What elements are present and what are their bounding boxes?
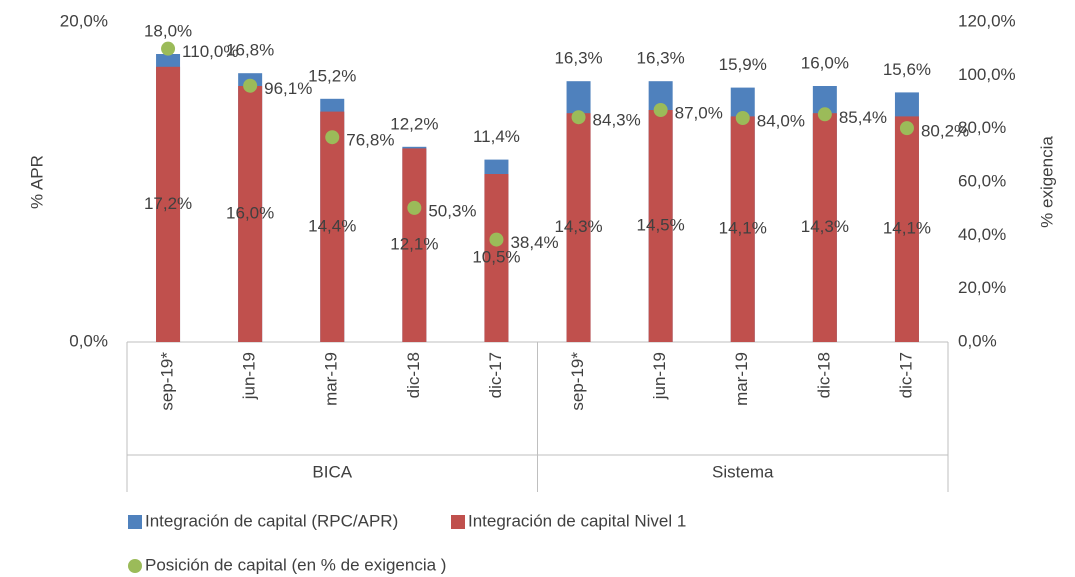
y2-tick-label: 80,0%: [958, 118, 1006, 137]
point: [899, 121, 914, 136]
x-tick-label: dic-18: [404, 352, 423, 398]
data-label: 110,0%: [182, 42, 238, 61]
bar: [156, 66, 181, 343]
data-label: 16,3%: [637, 49, 685, 68]
bar: [894, 116, 919, 343]
bar: [402, 148, 427, 342]
data-label: 38,4%: [510, 233, 558, 252]
data-label: 14,1%: [883, 219, 931, 238]
legend-marker: [128, 559, 142, 573]
x-tick-label: dic-17: [896, 352, 915, 398]
y-axis-title: % APR: [27, 155, 46, 209]
data-label: 76,8%: [346, 131, 394, 150]
point: [735, 111, 750, 125]
legend-label: Integración de capital (RPC/APR): [145, 511, 398, 530]
point: [243, 78, 258, 93]
data-label: 15,2%: [308, 66, 356, 85]
data-label: 10,5%: [472, 247, 520, 266]
data-label: 50,3%: [428, 201, 476, 220]
data-label: 16,0%: [226, 203, 274, 222]
data-label: 14,1%: [719, 219, 767, 238]
data-label: 85,4%: [839, 108, 887, 127]
data-label: 15,9%: [719, 55, 767, 74]
data-label: 84,0%: [757, 111, 805, 130]
point: [325, 130, 340, 145]
data-label: 16,0%: [801, 53, 849, 72]
data-label: 12,2%: [390, 114, 438, 133]
y2-tick-label: 120,0%: [958, 11, 1016, 30]
bar: [730, 116, 755, 343]
data-label: 18,0%: [144, 21, 192, 40]
point: [407, 200, 422, 215]
data-label: 14,3%: [801, 217, 849, 236]
x-tick-label: jun-19: [650, 352, 669, 400]
legend-marker: [128, 515, 142, 529]
bar: [484, 174, 509, 342]
data-label: 14,4%: [308, 216, 356, 235]
legend-label: Integración de capital Nivel 1: [468, 511, 686, 530]
data-label: 14,5%: [637, 215, 685, 234]
y-tick-label: 0,0%: [69, 331, 108, 350]
data-label: 96,1%: [264, 79, 312, 98]
bar: [812, 113, 837, 342]
group-label: BICA: [312, 462, 352, 481]
y2-tick-label: 60,0%: [958, 171, 1006, 190]
data-label: 84,3%: [593, 111, 641, 130]
data-label: 11,4%: [473, 127, 520, 146]
y2-tick-label: 40,0%: [958, 225, 1006, 244]
x-tick-label: mar-19: [322, 352, 341, 406]
legend-label: Posición de capital (en % de exigencia ): [145, 555, 446, 574]
bar: [648, 110, 673, 342]
data-label: 80,2%: [921, 122, 969, 141]
legend-marker: [451, 515, 465, 529]
data-label: 12,1%: [390, 235, 438, 254]
x-tick-label: dic-17: [486, 352, 505, 398]
x-tick-label: sep-19*: [158, 352, 177, 411]
data-label: 17,2%: [144, 194, 192, 213]
y2-tick-label: 0,0%: [958, 331, 997, 350]
data-label: 15,6%: [883, 60, 931, 79]
x-tick-label: jun-19: [240, 352, 259, 400]
point: [817, 107, 832, 122]
x-tick-label: mar-19: [732, 352, 751, 406]
x-tick-label: sep-19*: [568, 352, 587, 411]
data-label: 14,3%: [554, 217, 602, 236]
bar: [320, 111, 345, 342]
y2-tick-label: 100,0%: [958, 65, 1016, 84]
bar: [238, 86, 263, 342]
point: [571, 110, 586, 125]
group-label: Sistema: [712, 462, 774, 481]
point: [161, 41, 176, 56]
point: [489, 232, 504, 247]
data-label: 87,0%: [675, 103, 723, 122]
x-tick-label: dic-18: [814, 352, 833, 398]
data-label: 16,8%: [226, 41, 274, 60]
point: [653, 103, 668, 117]
y-tick-label: 20,0%: [60, 11, 108, 30]
y2-tick-label: 20,0%: [958, 278, 1006, 297]
data-label: 16,3%: [554, 49, 602, 68]
y2-axis-title: % exigencia: [1037, 136, 1056, 228]
bar: [566, 113, 591, 342]
